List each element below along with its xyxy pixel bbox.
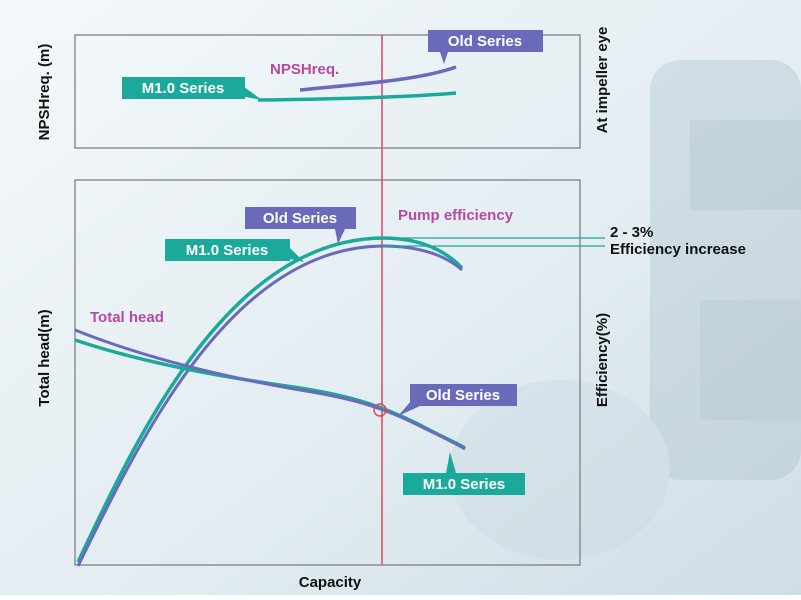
tag-text: Old Series	[263, 210, 337, 227]
x-axis-label: Capacity	[299, 574, 362, 591]
eff-new-tag: M1.0 Series	[165, 239, 304, 262]
diagram: Old Series M1.0 Series Old Series M1.0 S…	[0, 0, 801, 595]
tag-text: M1.0 Series	[142, 80, 225, 97]
gain-value: 2 - 3%	[610, 224, 653, 241]
npsh-label: NPSHreq.	[270, 61, 339, 78]
tag-text: Old Series	[448, 33, 522, 50]
impeller-label: At impeller eye	[594, 27, 611, 134]
head-axis-label: Total head(m)	[36, 309, 53, 406]
npsh-axis-label: NPSHreq. (m)	[36, 44, 53, 141]
npsh-new-tag: M1.0 Series	[122, 77, 262, 100]
page: Old Series M1.0 Series Old Series M1.0 S…	[0, 0, 801, 600]
efficiency-label: Pump efficiency	[398, 207, 514, 224]
gain-text: Efficiency increase	[610, 241, 746, 258]
tag-text: Old Series	[426, 387, 500, 404]
head-label: Total head	[90, 309, 164, 326]
tag-text: M1.0 Series	[423, 476, 506, 493]
tag-text: M1.0 Series	[186, 242, 269, 259]
efficiency-axis-label: Efficiency(%)	[594, 313, 611, 407]
